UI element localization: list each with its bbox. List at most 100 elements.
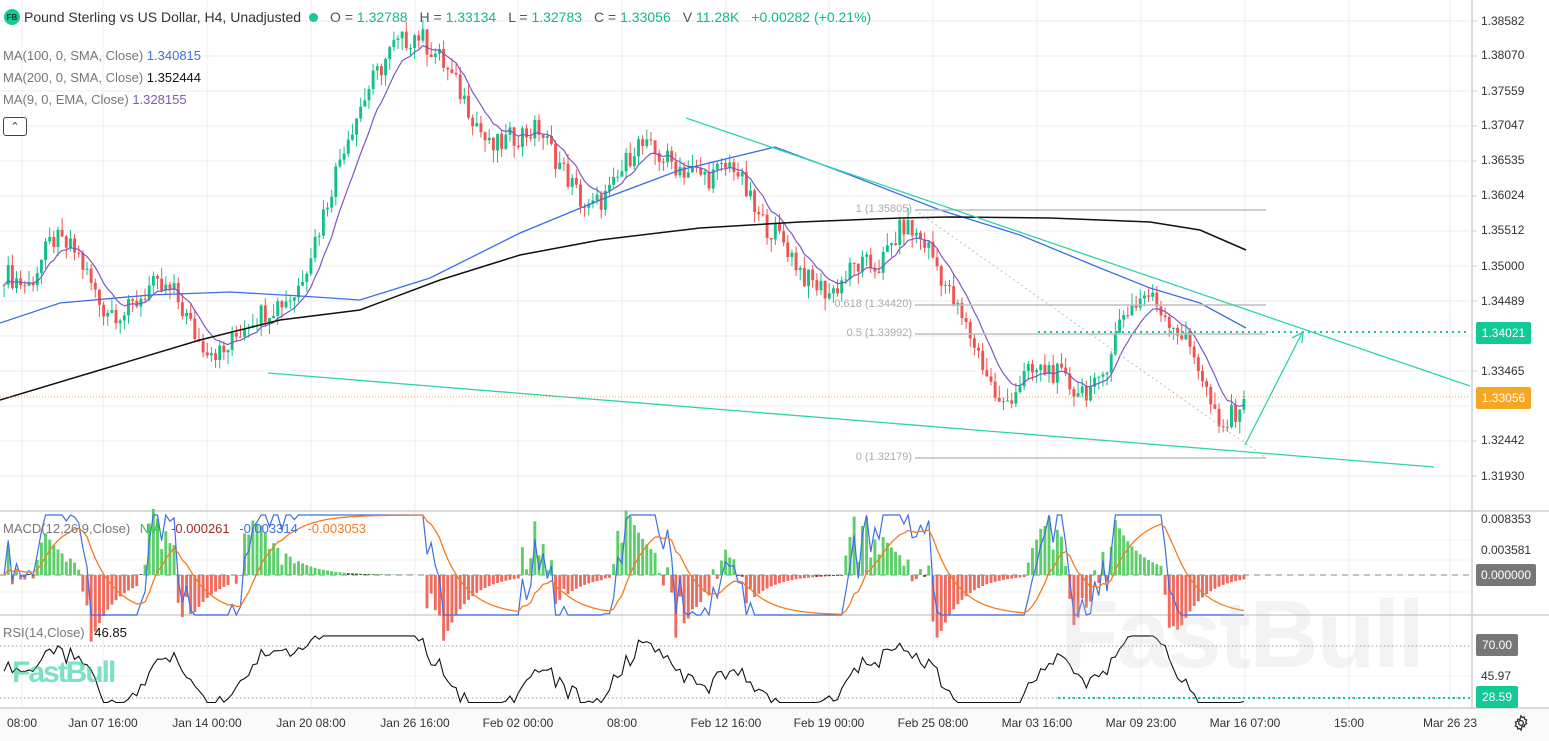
candle-body [649,139,653,141]
candle-body [172,282,176,290]
macd-histogram-bar [1163,575,1167,595]
candle-body [914,232,918,236]
candle-body [910,220,914,236]
legend-ma200[interactable]: MA(200, 0, SMA, Close) 1.352444 [3,70,201,85]
macd-histogram-bar [860,525,864,575]
macd-histogram-bar [23,575,27,580]
macd-legend[interactable]: MACD(12,26,9,Close) N/A -0.000261 -0.003… [3,521,372,536]
macd-signal-value: -0.003053 [307,521,367,536]
macd-histogram-bar [989,575,993,583]
macd-histogram-bar [363,573,367,575]
macd-histogram-bar [1113,520,1117,575]
macd-histogram-bar [56,549,60,575]
candle-body [176,282,180,303]
collapse-legend-button[interactable]: ⌃ [3,117,27,136]
candle-body [761,214,765,216]
candle-body [1184,332,1188,340]
candle-body [185,312,188,317]
macd-histogram-bar [877,554,881,575]
macd-histogram-bar [1188,575,1192,612]
macd-histogram-bar [1138,554,1142,575]
macd-histogram-bar [268,549,271,575]
macd-histogram-bar [350,573,354,575]
candle-body [135,300,139,307]
fib-trend-line [914,209,1267,459]
ma200-value: 1.352444 [146,70,202,85]
macd-histogram-bar [52,544,56,575]
candle-body [1068,373,1072,390]
candle-body [413,35,417,48]
candle-body [703,171,707,175]
macd-histogram-bar [873,539,877,575]
macd-tick-1: 0.008353 [1481,512,1532,526]
candle-body [288,300,292,302]
macd-histogram-bar [247,534,251,575]
macd-histogram-bar [661,575,665,586]
macd-histogram-bar [446,575,450,631]
candle-body [408,47,412,49]
macd-histogram-bar [127,575,130,591]
candle-body [147,285,151,300]
candle-body [802,267,806,287]
candle-body [827,293,831,299]
candle-body [678,167,682,176]
macd-histogram-bar [487,575,491,587]
candle-body [632,156,636,167]
macd-histogram-bar [645,544,649,575]
legend-ma100[interactable]: MA(100, 0, SMA, Close) 1.340815 [3,48,201,63]
macd-histogram-bar [831,575,835,577]
candle-body [189,312,193,319]
macd-histogram-bar [214,575,218,592]
macd-histogram-bar [612,564,616,575]
macd-histogram-bar [1225,575,1229,584]
candle-body [773,223,777,240]
candle-body [1159,306,1163,316]
candle-body [533,119,537,139]
macd-histogram-bar [968,575,972,593]
candle-body [1101,374,1105,377]
macd-histogram-bar [1242,575,1246,580]
candle-body [64,236,68,248]
candle-body [479,123,483,133]
candle-body [529,137,533,139]
ohlc-key: H = [419,9,442,25]
legend-ema9[interactable]: MA(9, 0, EMA, Close) 1.328155 [3,92,187,107]
candle-body [68,238,72,248]
macd-histogram-bar [956,575,960,605]
candle-body [363,100,367,107]
macd-histogram-bar [997,575,1001,581]
macd-histogram-bar [226,575,230,586]
macd-histogram-bar [1238,575,1242,581]
candle-body [856,263,860,272]
candle-body [512,127,516,146]
macd-histogram-bar [19,575,23,580]
macd-zero-tag: 0.000000 [1476,564,1536,586]
macd-histogram-bar [222,575,226,587]
candle-body [222,345,226,353]
macd-histogram-bar [923,575,927,577]
macd-hist-value: -0.000261 [171,521,230,536]
macd-histogram-bar [1055,529,1059,575]
candle-body [263,305,267,323]
candle-body [948,284,951,287]
candle-body [943,284,947,286]
time-axis-tick: Mar 03 16:00 [1001,716,1073,730]
candle-body [56,229,60,247]
candle-body [1084,386,1088,401]
candle-body [1230,404,1233,428]
macd-histogram-bar [603,575,607,579]
ohlc-item: L = 1.32783 [508,9,582,25]
macd-histogram-bar [234,575,238,584]
macd-histogram-bar [981,575,985,587]
macd-histogram-bar [118,575,122,597]
symbol-title[interactable]: Pound Sterling vs US Dollar, H4, Unadjus… [24,9,302,25]
macd-line-value: -0.003314 [239,521,298,536]
settings-gear-icon[interactable] [1512,714,1530,732]
macd-histogram-bar [272,543,276,575]
rsi-legend[interactable]: RSI(14,Close) 46.85 [3,625,133,640]
candle-body [906,220,910,235]
candle-body [728,162,732,168]
candle-body [1167,316,1171,328]
ohlc-item: V 11.28K [683,9,740,25]
